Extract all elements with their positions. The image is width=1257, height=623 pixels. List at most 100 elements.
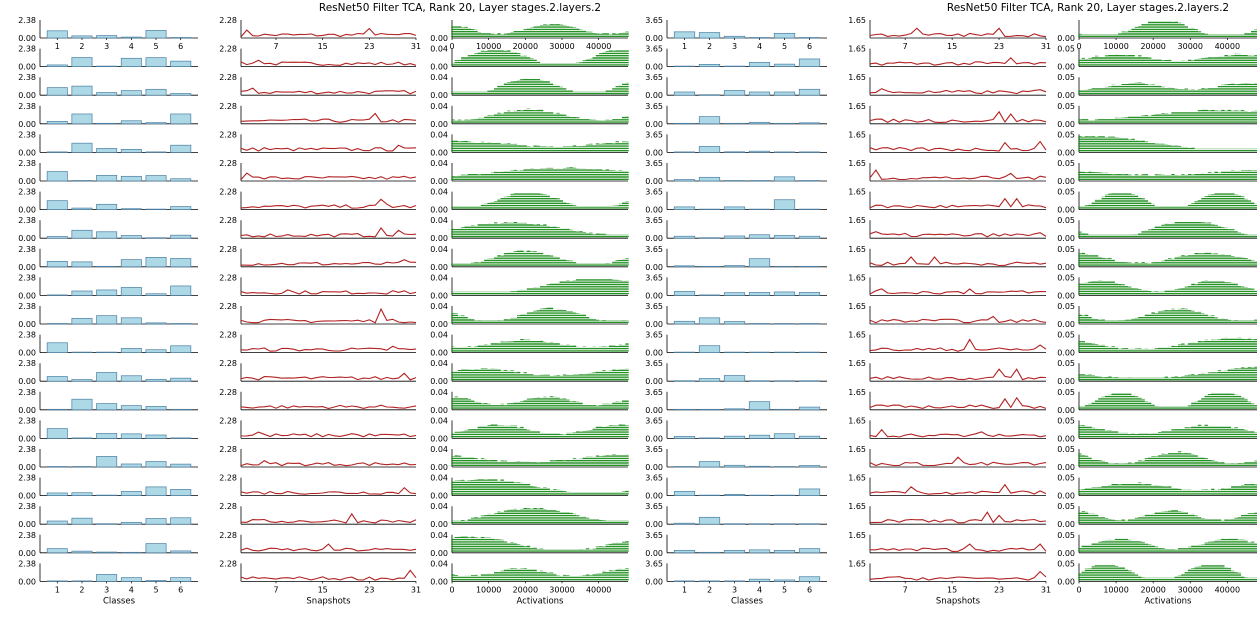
class-bar	[71, 317, 93, 325]
snapshot-line	[240, 569, 417, 581]
component-row: 3.65 0.00 1.65 0.05 0.00	[645, 388, 1257, 415]
class-bar	[46, 30, 68, 39]
activations-ytick-top: 0.05	[1057, 188, 1075, 197]
class-bar	[723, 435, 746, 439]
class-bar	[773, 523, 796, 525]
snapshot-line	[869, 428, 1047, 438]
class-bar	[145, 378, 167, 382]
class-bar	[96, 174, 118, 182]
classes-ytick-top: 2.38	[18, 445, 36, 454]
classes-ytick-top: 3.65	[645, 502, 663, 511]
class-bar	[698, 551, 721, 554]
activations-ytick-top: 0.05	[1057, 216, 1075, 225]
snapshot-line	[240, 460, 417, 467]
classes-ytick-bottom: 0.00	[18, 63, 36, 72]
class-bar	[71, 466, 93, 468]
snapshots-ytick-top: 1.65	[848, 502, 866, 511]
activations-ytick-bottom: 0.00	[1057, 148, 1075, 157]
classes-ytick-bottom: 0.00	[645, 463, 663, 472]
activations-ytick-top: 0.05	[1057, 474, 1075, 483]
class-bar	[145, 30, 167, 39]
snapshot-line	[869, 88, 1047, 95]
class-bar	[748, 150, 771, 153]
activations-ytick-top: 0.05	[1057, 388, 1075, 397]
class-bar	[698, 580, 721, 582]
classes-xtick-label: 4	[129, 585, 134, 594]
snapshot-line	[869, 110, 1047, 124]
class-bar	[120, 259, 142, 268]
snapshots-ytick-top: 2.28	[219, 188, 237, 197]
class-bar	[170, 437, 192, 439]
activations-xtick-label: 0	[1076, 585, 1081, 594]
class-bar	[71, 580, 93, 582]
class-bar	[773, 151, 796, 153]
classes-ytick-top: 3.65	[645, 388, 663, 397]
activations-ytick-top: 0.04	[430, 73, 448, 82]
classes-ytick-top: 2.38	[18, 245, 36, 254]
activations-xtick-label: 40000	[1215, 42, 1240, 51]
class-bar	[120, 90, 142, 96]
class-bar	[673, 235, 696, 239]
activations-ytick-bottom: 0.00	[1057, 492, 1075, 501]
component-row: 3.65 0.00 1.65 0.05 0.00	[645, 474, 1257, 501]
class-bar	[46, 428, 68, 439]
classes-ytick-bottom: 0.00	[645, 434, 663, 443]
classes-ytick-top: 2.38	[18, 559, 36, 568]
component-row: 3.65 0.00 1.65 0.05 0.00	[645, 502, 1257, 529]
activations-xtick-label: 40000	[586, 585, 611, 594]
classes-xtick-label: 5	[153, 585, 158, 594]
snapshot-line	[240, 259, 417, 266]
class-bar	[170, 234, 192, 239]
activations-ytick-top: 0.04	[430, 445, 448, 454]
class-bar	[145, 580, 167, 582]
activation-scatter	[1078, 53, 1257, 66]
classes-ytick-bottom: 0.00	[18, 148, 36, 157]
classes-ytick-bottom: 0.00	[645, 406, 663, 415]
activations-ytick-top: 0.05	[1057, 531, 1075, 540]
classes-xtick-label: 5	[782, 585, 787, 594]
activations-ytick-bottom: 0.00	[1057, 177, 1075, 186]
classes-ytick-top: 3.65	[645, 331, 663, 340]
activations-ytick-top: 0.04	[430, 159, 448, 168]
class-bar	[798, 88, 821, 96]
snapshots-ytick-top: 2.28	[219, 130, 237, 139]
class-bar	[698, 265, 721, 268]
activation-scatter	[1078, 424, 1257, 438]
classes-ytick-bottom: 0.00	[645, 120, 663, 129]
class-bar	[698, 294, 721, 296]
classes-ytick-top: 2.38	[18, 416, 36, 425]
snapshots-xtick-label: 15	[947, 42, 957, 51]
classes-xtick-label: 6	[178, 585, 183, 594]
snapshot-line	[869, 368, 1047, 381]
snapshots-ytick-top: 2.28	[219, 559, 237, 568]
class-bar	[170, 408, 192, 411]
class-bar	[170, 345, 192, 353]
class-bar	[46, 87, 68, 96]
class-bar	[698, 32, 721, 39]
class-bar	[723, 580, 746, 582]
component-row: 2.38 0.00 2.28 0.04 0.00	[18, 359, 629, 386]
class-bar	[170, 550, 192, 554]
classes-ytick-top: 3.65	[645, 216, 663, 225]
activations-ytick-bottom: 0.00	[430, 463, 448, 472]
activations-xtick-label: 30000	[549, 42, 574, 51]
component-row: 3.65 0.00 1.65 0.05 0.00	[645, 359, 1257, 386]
class-bar	[698, 237, 721, 239]
class-bar	[145, 518, 167, 525]
classes-xtick-label: 2	[79, 42, 84, 51]
snapshots-xtick-label: 31	[411, 42, 421, 51]
classes-xtick-label: 1	[682, 42, 687, 51]
class-bar	[145, 322, 167, 325]
class-bar	[723, 351, 746, 353]
activation-scatter	[451, 568, 629, 581]
class-bar	[145, 122, 167, 125]
snapshot-line	[240, 112, 417, 123]
snapshot-line	[240, 59, 417, 66]
snapshot-line	[869, 511, 1047, 524]
class-bar	[46, 548, 68, 554]
classes-ytick-bottom: 0.00	[645, 320, 663, 329]
component-row: 3.65 0.00 1.65 0.05 0.00	[645, 45, 1257, 72]
classes-ytick-top: 2.38	[18, 531, 36, 540]
snapshot-line	[240, 486, 417, 495]
activations-ytick-top: 0.05	[1057, 245, 1075, 254]
